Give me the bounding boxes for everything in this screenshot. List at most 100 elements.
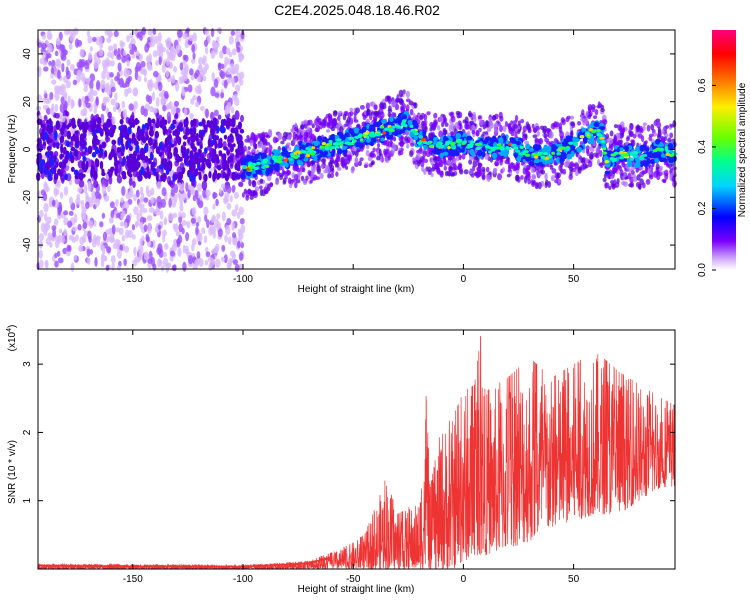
spectrogram-noise-cell <box>218 188 222 194</box>
spectrogram-noise-cell <box>169 250 176 257</box>
spectrogram-cell <box>526 123 531 131</box>
spectrogram-peak-cell <box>590 129 596 134</box>
spectrogram-cell <box>329 134 335 141</box>
spectrogram-cell <box>343 158 348 166</box>
spectrogram-noise-cell <box>138 202 142 209</box>
spectrogram-cell <box>485 119 489 127</box>
spectrogram-noise-cell <box>106 246 112 254</box>
spectrogram-cell <box>613 135 618 143</box>
spectrogram-peak-cell <box>531 152 536 156</box>
spectrogram-noise-cell <box>54 260 59 268</box>
spectrogram-cell <box>398 89 404 98</box>
spectrogram-cell <box>303 136 308 143</box>
spectrogram-noise-cell <box>54 50 59 57</box>
spectrogram-peak-cell <box>467 143 472 148</box>
spectrogram-noise-cell <box>229 195 233 203</box>
spectrogram-peak-cell <box>540 155 545 159</box>
spectrogram-cell <box>584 118 589 125</box>
spectrogram-noise-cell <box>54 112 60 119</box>
spectrogram-noise-cell <box>66 70 71 80</box>
spectrogram-noise-cell <box>157 258 162 268</box>
spectrogram-y-tick-label: 20 <box>22 96 33 108</box>
spectrogram-noise-cell <box>183 108 188 116</box>
spectrogram-noise-cell <box>45 161 50 170</box>
spectrogram-noise-cell <box>70 98 75 109</box>
spectrogram-cell <box>422 129 427 137</box>
spectrogram-cell <box>393 119 399 124</box>
spectrogram-noise-cell <box>231 95 237 101</box>
spectrogram-noise-cell <box>174 100 179 107</box>
spectrogram-noise-cell <box>91 151 97 158</box>
spectrogram-noise-cell <box>49 242 53 248</box>
spectrogram-cell <box>522 125 527 133</box>
spectrogram-cell <box>303 119 308 125</box>
spectrogram-noise-cell <box>38 259 44 269</box>
spectrogram-noise-cell <box>155 112 160 121</box>
spectrogram-cell <box>317 135 323 143</box>
spectrogram-x-tick-label: 0 <box>461 274 467 285</box>
spectrogram-peak-cell <box>420 138 427 142</box>
spectrogram-cell <box>672 120 677 128</box>
spectrogram-noise-cell <box>196 183 202 192</box>
spectrogram-noise-cell <box>104 30 110 36</box>
spectrogram-cell <box>510 128 514 132</box>
spectrogram-noise-cell <box>147 64 153 71</box>
spectrogram-cell <box>277 133 281 139</box>
spectrogram-noise-cell <box>154 81 159 90</box>
spectrogram-noise-cell <box>188 129 194 135</box>
spectrogram-noise-cell <box>184 248 190 255</box>
spectrogram-noise-cell <box>65 124 70 130</box>
spectrogram-cell <box>251 180 257 188</box>
spectrogram-noise-cell <box>168 212 174 222</box>
spectrogram-cell <box>262 145 266 151</box>
spectrogram-cell <box>281 168 285 177</box>
spectrogram-noise-cell <box>140 152 145 161</box>
spectrogram-noise-cell <box>220 256 225 262</box>
spectrogram-peak-cell <box>242 165 247 169</box>
spectrogram-cell <box>535 125 540 131</box>
spectrogram-cell <box>669 173 673 178</box>
spectrogram-noise-cell <box>48 60 52 66</box>
spectrogram-noise-cell <box>160 265 165 272</box>
spectrogram-noise-cell <box>118 77 125 88</box>
spectrogram-cell <box>531 173 537 180</box>
spectrogram-noise-cell <box>101 168 105 174</box>
spectrogram-noise-cell <box>89 249 94 255</box>
spectrogram-cell <box>299 134 304 142</box>
spectrogram-cell <box>517 120 521 126</box>
spectrogram-cell <box>399 150 404 156</box>
spectrogram-noise-cell <box>63 100 68 110</box>
spectrogram-noise-cell <box>189 68 194 76</box>
spectrogram-cell <box>647 168 652 175</box>
spectrogram-noise-cell <box>155 97 160 107</box>
spectrogram-noise-cell <box>190 98 195 105</box>
spectrogram-cell <box>241 157 247 164</box>
spectrogram-peak-cell <box>370 131 375 135</box>
spectrogram-noise-cell <box>128 43 132 50</box>
spectrogram-noise-cell <box>133 100 138 110</box>
spectrogram-noise-cell <box>139 67 145 75</box>
spectrogram-noise-cell <box>85 102 91 109</box>
spectrogram-noise-cell <box>217 172 221 178</box>
spectrogram-cell <box>248 179 252 187</box>
spectrogram-noise-cell <box>140 192 145 202</box>
spectrogram-noise-cell <box>58 205 63 214</box>
spectrogram-cell <box>429 121 434 128</box>
spectrogram-cell <box>602 177 607 183</box>
spectrogram-noise-cell <box>217 114 222 120</box>
spectrogram-noise-cell <box>119 221 125 227</box>
spectrogram-noise-cell <box>231 48 237 56</box>
spectrogram-noise-cell <box>219 50 224 59</box>
spectrogram-noise-cell <box>54 239 60 249</box>
spectrogram-cell <box>374 111 380 117</box>
spectrogram-peak-cell <box>321 141 327 146</box>
spectrogram-noise-cell <box>41 51 46 61</box>
spectrogram-noise-cell <box>56 250 61 257</box>
spectrogram-noise-cell <box>83 86 88 93</box>
spectrogram-cell <box>369 124 375 130</box>
spectrogram-noise-cell <box>141 26 147 36</box>
spectrogram-noise-cell <box>127 118 133 126</box>
spectrogram-noise-cell <box>226 149 231 155</box>
spectrogram-noise-cell <box>180 145 184 154</box>
spectrogram-noise-cell <box>191 207 197 216</box>
